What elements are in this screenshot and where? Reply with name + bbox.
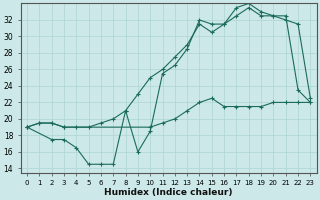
X-axis label: Humidex (Indice chaleur): Humidex (Indice chaleur)	[104, 188, 233, 197]
